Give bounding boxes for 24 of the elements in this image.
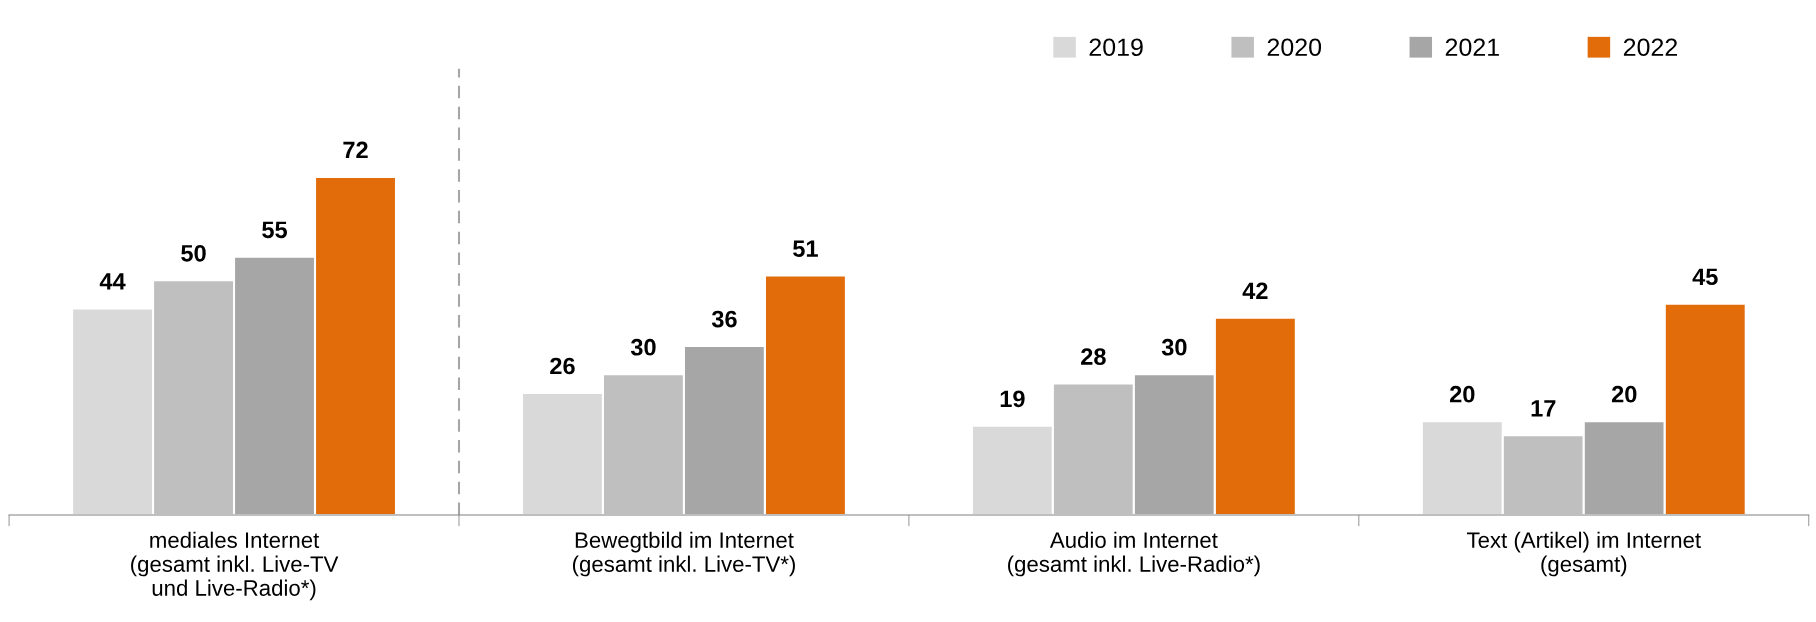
legend-label: 2019 xyxy=(1089,38,1143,57)
data-label: 19 xyxy=(1000,390,1025,408)
legend-label: 2020 xyxy=(1267,38,1322,57)
data-label: 30 xyxy=(1161,338,1187,356)
data-label: 20 xyxy=(1449,385,1475,403)
x-tick-label: Bewegtbild im Internet (gesamt inkl. Live-TV*) xyxy=(572,531,795,577)
data-label: 50 xyxy=(181,244,206,262)
data-label: 45 xyxy=(1692,268,1718,286)
data-label: 72 xyxy=(343,141,368,159)
data-label: 55 xyxy=(262,221,287,239)
x-tick-label: Text (Artikel) im Internet (gesamt) xyxy=(1466,531,1701,577)
legend-label: 2022 xyxy=(1623,38,1678,57)
data-label: 42 xyxy=(1242,282,1268,299)
data-label: 51 xyxy=(793,240,818,257)
x-tick-label: Audio im Internet (gesamt inkl. Live-Radio*) xyxy=(1008,531,1260,577)
data-label: 17 xyxy=(1531,400,1556,417)
data-label: 36 xyxy=(711,310,737,328)
data-label: 26 xyxy=(550,357,575,375)
data-label: 20 xyxy=(1611,385,1637,403)
data-label: 28 xyxy=(1081,348,1106,365)
data-label: 30 xyxy=(630,338,656,356)
x-tick-label: mediales Internet (gesamt inkl. Live-TV und Live-Radio*) xyxy=(131,531,339,601)
data-label: 44 xyxy=(99,273,126,290)
legend-label: 2021 xyxy=(1445,38,1499,57)
